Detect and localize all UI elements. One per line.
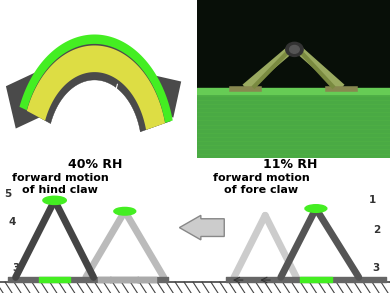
Text: 5: 5: [4, 188, 11, 199]
Circle shape: [286, 42, 303, 57]
Polygon shape: [27, 45, 165, 130]
Circle shape: [43, 196, 66, 205]
Text: 2: 2: [373, 225, 380, 235]
Text: 1: 1: [369, 195, 376, 205]
Text: NOA 63: NOA 63: [10, 13, 53, 23]
Text: forward motion
of fore claw: forward motion of fore claw: [213, 173, 309, 195]
Text: PAA/PAH: PAA/PAH: [103, 5, 152, 15]
Circle shape: [290, 45, 299, 53]
Polygon shape: [6, 71, 49, 129]
Polygon shape: [20, 35, 173, 123]
Circle shape: [114, 207, 136, 215]
Polygon shape: [146, 75, 181, 117]
Text: 40% RH: 40% RH: [68, 158, 123, 171]
Text: claw: claw: [81, 119, 108, 129]
Text: 3: 3: [373, 263, 380, 273]
Text: 4: 4: [8, 217, 15, 227]
FancyArrow shape: [179, 215, 224, 240]
Text: 3: 3: [12, 263, 19, 273]
Circle shape: [305, 205, 327, 212]
Polygon shape: [21, 36, 171, 132]
Text: forward motion
of hind claw: forward motion of hind claw: [12, 173, 108, 195]
Text: 11% RH: 11% RH: [263, 158, 318, 171]
